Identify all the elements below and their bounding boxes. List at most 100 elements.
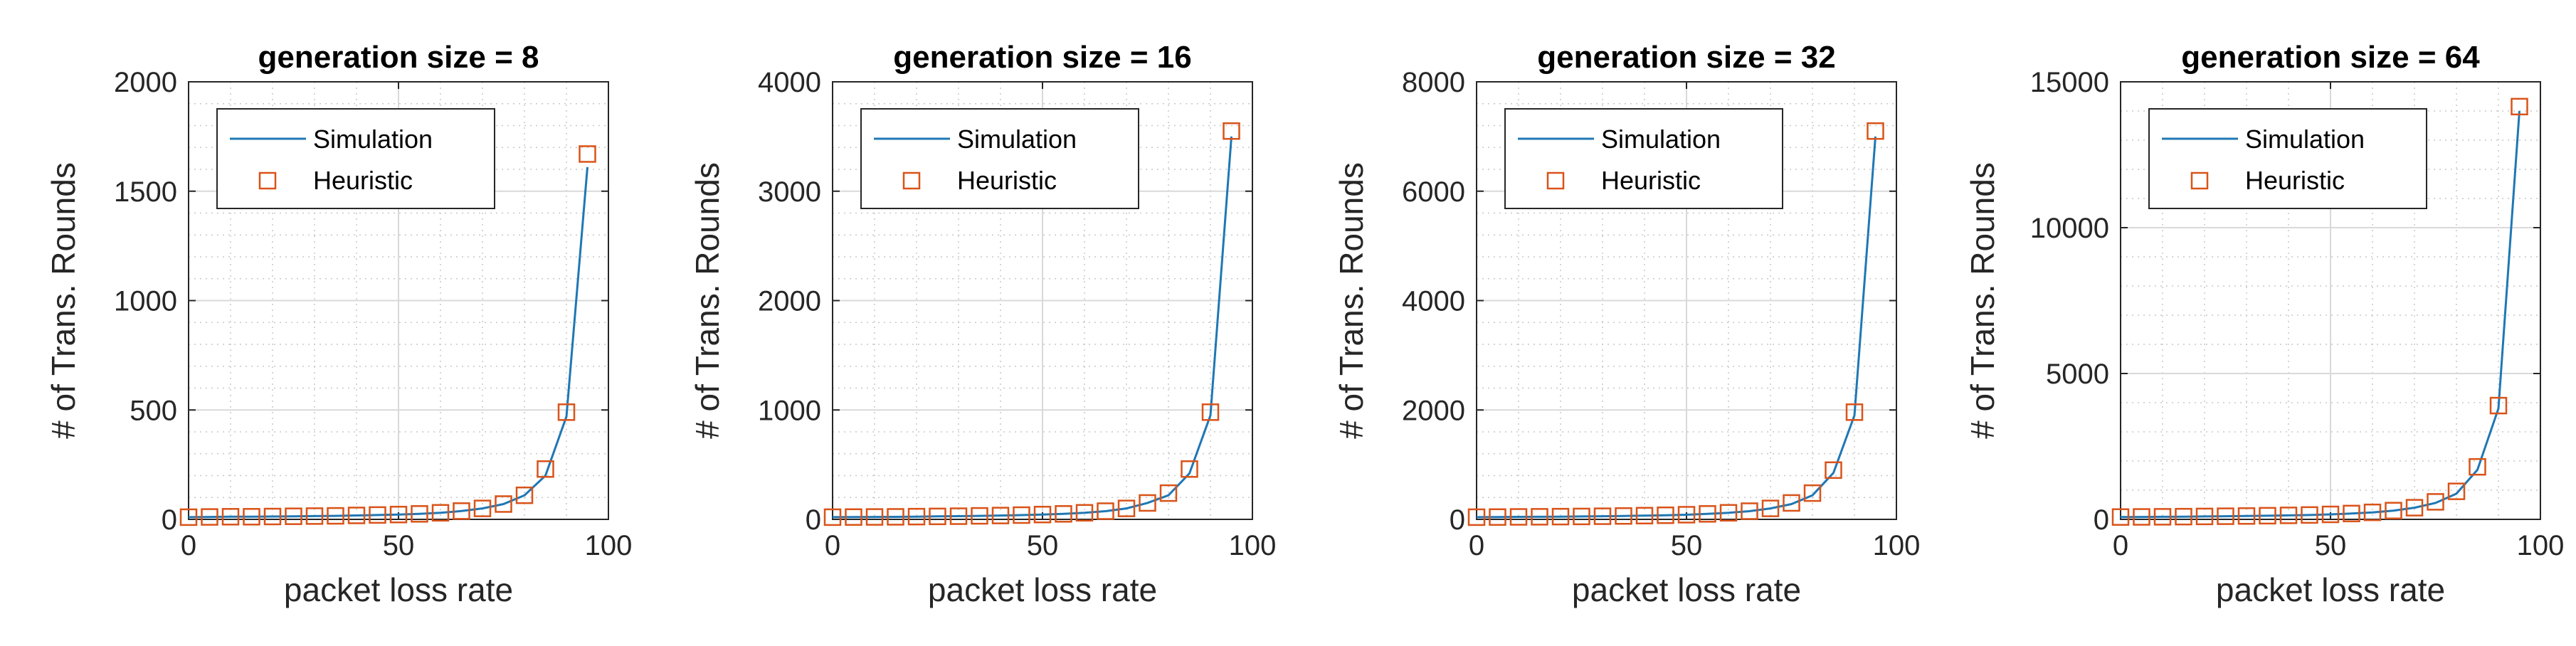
heuristic-marker bbox=[221, 508, 240, 526]
heuristic-marker bbox=[201, 508, 218, 526]
heuristic-marker bbox=[495, 495, 512, 513]
heuristic-marker bbox=[327, 507, 344, 525]
heuristic-marker bbox=[971, 507, 988, 525]
y-tick-label: 0 bbox=[806, 504, 821, 536]
heuristic-marker bbox=[991, 507, 1010, 524]
x-tick-label: 50 bbox=[1671, 530, 1703, 561]
heuristic-marker bbox=[1699, 505, 1716, 523]
y-axis-label: # of Trans. Rounds bbox=[1964, 162, 2001, 439]
heuristic-marker bbox=[2321, 505, 2340, 524]
heuristic-marker bbox=[1097, 502, 1114, 520]
heuristic-marker bbox=[2153, 508, 2172, 526]
heuristic-marker bbox=[1139, 494, 1156, 512]
legend: Simulation Heuristic bbox=[860, 108, 1139, 209]
heuristic-marker bbox=[907, 507, 926, 526]
chart-title: generation size = 8 bbox=[258, 40, 539, 75]
heuristic-marker bbox=[1075, 504, 1094, 522]
heuristic-marker bbox=[1551, 507, 1570, 526]
heuristic-marker bbox=[2237, 507, 2256, 525]
y-axis-label: # of Trans. Rounds bbox=[45, 162, 82, 439]
heuristic-marker bbox=[1615, 507, 1632, 525]
chart-title: generation size = 32 bbox=[1537, 40, 1835, 75]
simulation-line bbox=[832, 136, 1232, 519]
y-tick-label: 1000 bbox=[758, 395, 821, 426]
x-tick-label: 50 bbox=[1027, 530, 1059, 561]
y-tick-label: 5000 bbox=[2046, 359, 2109, 390]
heuristic-marker bbox=[1055, 505, 1072, 523]
heuristic-marker bbox=[2469, 457, 2486, 476]
legend-label-simulation: Simulation bbox=[957, 125, 1077, 154]
heuristic-marker bbox=[2427, 493, 2444, 511]
legend-box bbox=[1504, 108, 1783, 209]
heuristic-marker bbox=[2175, 507, 2192, 526]
y-tick-label: 15000 bbox=[2030, 67, 2109, 98]
legend-label-simulation: Simulation bbox=[313, 125, 433, 154]
heuristic-marker bbox=[557, 403, 576, 421]
heuristic-marker bbox=[473, 499, 492, 517]
heuristic-marker bbox=[1181, 460, 1198, 478]
y-tick-label: 0 bbox=[162, 504, 177, 536]
heuristic-marker bbox=[823, 508, 842, 526]
heuristic-marker bbox=[2447, 482, 2466, 500]
heuristic-marker bbox=[579, 145, 596, 163]
heuristic-marker bbox=[305, 507, 324, 525]
y-tick-label: 2000 bbox=[114, 67, 177, 98]
x-tick-label: 50 bbox=[383, 530, 415, 561]
x-tick-label: 0 bbox=[181, 530, 196, 561]
legend-marker-swatch bbox=[1546, 171, 1565, 190]
heuristic-marker bbox=[2195, 507, 2214, 526]
heuristic-marker bbox=[2217, 507, 2234, 525]
heuristic-marker bbox=[431, 504, 450, 522]
y-tick-label: 4000 bbox=[1402, 286, 1465, 317]
heuristic-marker bbox=[1635, 507, 1654, 525]
y-tick-label: 10000 bbox=[2030, 213, 2109, 244]
y-tick-label: 2000 bbox=[758, 286, 821, 317]
chart-title: generation size = 64 bbox=[2181, 40, 2480, 75]
heuristic-marker bbox=[1803, 484, 1822, 502]
x-tick-label: 100 bbox=[2517, 530, 2565, 561]
heuristic-marker bbox=[1867, 122, 1884, 140]
heuristic-marker bbox=[949, 507, 968, 525]
legend-box bbox=[2148, 108, 2427, 209]
heuristic-marker bbox=[2279, 507, 2298, 524]
legend-label-heuristic: Heuristic bbox=[313, 166, 413, 195]
legend-label-heuristic: Heuristic bbox=[1601, 166, 1701, 195]
heuristic-marker bbox=[2385, 502, 2402, 519]
heuristic-marker bbox=[1657, 506, 1674, 524]
y-tick-label: 1500 bbox=[114, 176, 177, 208]
y-tick-label: 0 bbox=[2094, 504, 2109, 536]
heuristic-marker bbox=[1845, 403, 1864, 421]
legend-marker-swatch bbox=[902, 171, 921, 190]
heuristic-marker bbox=[1531, 508, 1548, 526]
y-axis-label: # of Trans. Rounds bbox=[1333, 162, 1370, 439]
legend-box bbox=[860, 108, 1139, 209]
legend-label-simulation: Simulation bbox=[2245, 125, 2365, 154]
heuristic-marker bbox=[1677, 506, 1696, 524]
heuristic-marker bbox=[2489, 396, 2508, 415]
heuristic-marker bbox=[1509, 508, 1528, 526]
heuristic-marker bbox=[347, 507, 366, 524]
heuristic-marker bbox=[1783, 494, 1800, 512]
legend: Simulation Heuristic bbox=[1504, 108, 1783, 209]
heuristic-marker bbox=[1489, 508, 1506, 526]
legend-marker-swatch bbox=[258, 171, 277, 190]
heuristic-marker bbox=[1761, 499, 1780, 517]
heuristic-marker bbox=[2343, 504, 2360, 523]
legend-label-heuristic: Heuristic bbox=[2245, 166, 2345, 195]
x-tick-label: 100 bbox=[585, 530, 633, 561]
chart-panel-4: 0 50 100 0 5000 10000 15000 generation size = 6… bbox=[1964, 40, 2564, 608]
heuristic-marker bbox=[887, 508, 904, 526]
heuristic-marker bbox=[2405, 499, 2424, 517]
y-tick-label: 0 bbox=[1450, 504, 1465, 536]
heuristic-marker bbox=[1467, 508, 1486, 526]
heuristic-marker bbox=[2259, 507, 2276, 525]
x-axis-label: packet loss rate bbox=[284, 571, 513, 608]
x-axis-label: packet loss rate bbox=[2216, 571, 2445, 608]
y-tick-label: 6000 bbox=[1402, 176, 1465, 208]
heuristic-marker bbox=[2511, 97, 2528, 116]
legend-marker-swatch bbox=[2190, 171, 2209, 190]
heuristic-marker bbox=[1741, 502, 1758, 520]
heuristic-marker bbox=[243, 508, 260, 526]
